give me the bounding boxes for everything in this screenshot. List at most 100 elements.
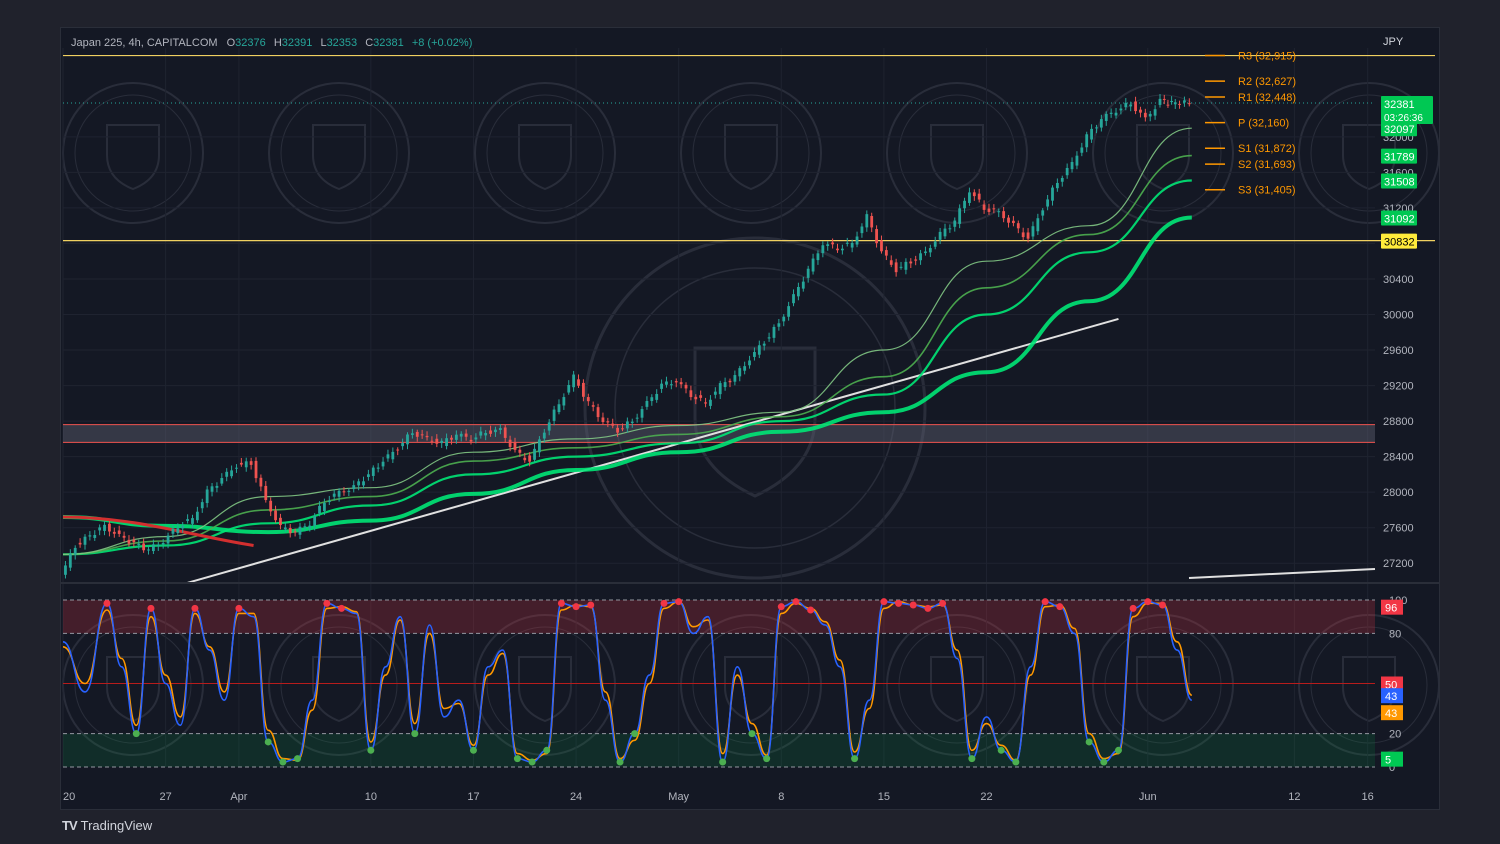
candle[interactable] — [645, 401, 649, 407]
candle[interactable] — [816, 253, 820, 261]
candle[interactable] — [132, 539, 136, 543]
candle[interactable] — [191, 518, 194, 524]
candle[interactable] — [440, 440, 444, 444]
candle[interactable] — [787, 306, 791, 317]
candle[interactable] — [899, 266, 903, 268]
candle[interactable] — [274, 510, 277, 521]
candle[interactable] — [293, 531, 297, 533]
candle[interactable] — [1075, 155, 1079, 166]
candle[interactable] — [235, 467, 238, 469]
candle[interactable] — [1046, 199, 1050, 207]
candle[interactable] — [142, 543, 146, 551]
candle[interactable] — [1002, 211, 1006, 219]
candle[interactable] — [225, 471, 229, 477]
candle[interactable] — [875, 229, 878, 244]
candle[interactable] — [709, 399, 712, 406]
chart-canvas[interactable]: Japan 225, 4h, CAPITALCOM O32376 H32391 … — [61, 28, 1440, 809]
candle[interactable] — [669, 384, 673, 386]
candle[interactable] — [855, 236, 859, 245]
candle[interactable] — [635, 417, 639, 419]
candle[interactable] — [503, 427, 507, 438]
candle[interactable] — [958, 208, 962, 224]
candle[interactable] — [567, 385, 571, 393]
candle[interactable] — [1170, 100, 1174, 103]
candle[interactable] — [244, 461, 248, 468]
candle[interactable] — [753, 352, 756, 357]
candle[interactable] — [215, 485, 219, 488]
candle[interactable] — [479, 431, 483, 436]
candle[interactable] — [1139, 109, 1142, 113]
candle[interactable] — [103, 524, 106, 531]
candle[interactable] — [621, 428, 624, 430]
candle[interactable] — [323, 502, 326, 512]
candle[interactable] — [743, 366, 747, 371]
candle[interactable] — [166, 535, 170, 544]
candle[interactable] — [821, 245, 825, 254]
candle[interactable] — [279, 517, 282, 526]
candle[interactable] — [381, 461, 385, 467]
candle[interactable] — [713, 391, 717, 395]
candle[interactable] — [88, 535, 92, 537]
candle[interactable] — [342, 491, 346, 493]
candle[interactable] — [757, 345, 761, 355]
candle[interactable] — [850, 242, 854, 248]
candle[interactable] — [220, 478, 224, 484]
candle[interactable] — [410, 433, 414, 435]
candle[interactable] — [679, 382, 683, 385]
candle[interactable] — [1119, 108, 1123, 111]
candle[interactable] — [1007, 217, 1010, 223]
candle[interactable] — [127, 539, 131, 544]
candle[interactable] — [420, 434, 424, 436]
candle[interactable] — [953, 220, 957, 227]
candle[interactable] — [1187, 103, 1191, 105]
candle[interactable] — [523, 457, 527, 461]
candle[interactable] — [767, 337, 771, 339]
candle[interactable] — [147, 549, 150, 551]
candle[interactable] — [386, 454, 390, 459]
candle[interactable] — [1178, 103, 1181, 105]
candle[interactable] — [1016, 223, 1020, 229]
candle[interactable] — [782, 316, 786, 322]
candle[interactable] — [738, 368, 742, 377]
candle[interactable] — [606, 421, 610, 423]
candle[interactable] — [904, 261, 908, 270]
candle[interactable] — [332, 493, 336, 497]
ema-line-ema-mid[interactable] — [62, 154, 1192, 556]
candle[interactable] — [914, 259, 918, 261]
candle[interactable] — [723, 382, 727, 388]
candle[interactable] — [122, 535, 126, 538]
candle[interactable] — [655, 393, 659, 400]
candle[interactable] — [718, 383, 722, 395]
candle[interactable] — [880, 240, 883, 252]
candle[interactable] — [367, 474, 370, 477]
candle[interactable] — [73, 547, 77, 555]
candle[interactable] — [1012, 220, 1015, 224]
candle[interactable] — [982, 204, 986, 210]
candle[interactable] — [151, 544, 155, 552]
candle[interactable] — [894, 262, 898, 273]
candle[interactable] — [288, 527, 292, 534]
ema-line-ema-fast[interactable] — [62, 127, 1192, 555]
candle[interactable] — [1153, 109, 1157, 116]
candle[interactable] — [943, 228, 947, 237]
candle[interactable] — [318, 505, 321, 514]
candle[interactable] — [1065, 167, 1069, 176]
candle[interactable] — [362, 481, 365, 486]
candle[interactable] — [699, 395, 703, 398]
candle[interactable] — [591, 405, 595, 407]
stochastic-pane[interactable] — [62, 598, 1375, 768]
candle[interactable] — [909, 261, 913, 264]
candle[interactable] — [1166, 104, 1170, 106]
candle[interactable] — [1041, 210, 1045, 216]
candle[interactable] — [733, 375, 737, 382]
candle[interactable] — [797, 286, 800, 297]
candle[interactable] — [464, 433, 468, 437]
candle[interactable] — [303, 526, 307, 528]
candle[interactable] — [108, 523, 111, 532]
candle[interactable] — [577, 379, 580, 386]
candle[interactable] — [801, 281, 805, 289]
candle[interactable] — [171, 528, 175, 534]
candle[interactable] — [98, 527, 102, 531]
candle[interactable] — [195, 511, 199, 521]
candle[interactable] — [1085, 134, 1089, 148]
